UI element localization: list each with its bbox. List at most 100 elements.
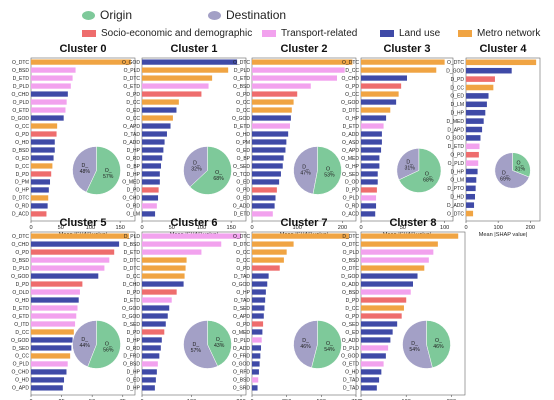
bar [31,233,129,239]
category-label: D_DTC [123,266,140,272]
category-label: O_RD [126,346,140,352]
pie-origin-value: 57% [103,174,114,180]
cluster-title: Cluster 2 [280,43,327,55]
category-label: O_ED [450,94,464,100]
category-label: O_DTC [12,234,29,240]
x-tick-label: 100 [293,225,302,231]
bar [361,67,437,73]
category-label: O_ADD [123,140,141,146]
bar [252,91,298,97]
bar [361,203,377,209]
x-tick-label: 150 [226,225,235,231]
category-label: O_ASD [342,140,359,146]
pie-slice-origin [87,320,121,369]
category-label: D_SED [12,346,29,352]
plot-frame [251,231,357,396]
bar [142,313,168,319]
pie-slice-origin [85,146,121,195]
pie-origin-label: O_ [517,160,524,166]
pie-destination-value: 57% [191,348,202,354]
bar [361,139,382,145]
bar [142,187,159,193]
category-label: O_HD [15,140,29,146]
bar [361,99,397,105]
bar [142,59,238,65]
category-label: O_SRD [233,386,251,392]
category-label: O_HP [345,164,359,170]
bar [142,321,166,327]
pie-slice-destination [183,146,208,188]
pie-slice-destination [402,320,433,369]
x-tick-label: 200 [526,225,535,231]
bar [142,67,229,73]
category-label: O_PLD [13,100,30,106]
bar [466,202,475,208]
category-label: O_CHD [341,76,359,82]
bar [31,139,55,145]
bar [31,115,64,121]
bar [142,353,160,359]
category-label: D_MED [446,119,464,125]
pie-origin-label: O_ [326,167,333,173]
bar [142,249,202,255]
bar [31,107,66,113]
bar [31,265,105,271]
bar [31,249,115,255]
cluster-panel-6: Cluster 6 D_PLD D_BSD D_ETD D_DTC D_DTC D_CC D_… [122,217,247,400]
pie-origin-value: 31% [515,166,526,172]
bar [361,273,418,279]
pie-destination-label: D_ [192,342,199,348]
category-label: O_DTC [342,60,359,66]
bar [466,151,479,158]
bar [252,107,292,113]
cluster-panel-1: Cluster 1 O_GOD O_PLD D_DTC O_ETD O_PD D_CC O_E… [122,43,247,238]
pie-slice-destination [72,146,97,193]
bar [466,93,489,99]
category-label: O_BSD [342,258,359,264]
category-label: O_ADD [233,204,251,210]
bar [466,135,481,141]
x-tick-label: 100 [440,225,449,231]
legend-item-destination: Destination [208,8,286,22]
category-label: D_PD [16,282,30,288]
bar [252,361,260,367]
bar [142,155,163,161]
bar [142,337,162,343]
category-label: O_GOD [122,306,140,312]
category-label: O_DTC [233,234,250,240]
bar [466,193,476,200]
bar [252,369,259,375]
category-label: O_PD [236,322,250,328]
category-label: D_CC [236,258,250,264]
bar [361,313,402,319]
cluster-panel-3: Cluster 3 O_DTC D_CC O_CHD O_PD O_CC O_GOD D_DT… [341,43,454,238]
x-tick-label: 100 [86,225,95,231]
bar [252,211,273,217]
category-label: O_APD [12,386,29,392]
bar [31,289,80,295]
category-label: D_ETD [448,144,465,150]
pie-origin-label: O_ [105,168,112,174]
category-label: D_PM [15,180,29,186]
category-label: D_SED [233,306,250,312]
bar [466,118,484,124]
category-label: D_CC [345,306,359,312]
bar [142,345,161,351]
category-label: O_TAD [124,132,141,138]
bar [252,99,294,105]
bar [252,115,291,121]
category-label: O_ETD [12,314,29,320]
bar [361,179,378,185]
bar [252,329,263,335]
bar [31,195,49,201]
category-label: O_MED [341,156,359,162]
category-label: D_ETD [124,298,141,304]
bar [466,168,478,175]
pie-origin-value: 68% [213,176,224,182]
pie-origin-value: 54% [324,347,335,353]
bar [252,179,280,185]
category-label: O_HD [345,370,359,376]
pie-origin-value: 46% [433,344,444,350]
bar [31,131,57,137]
